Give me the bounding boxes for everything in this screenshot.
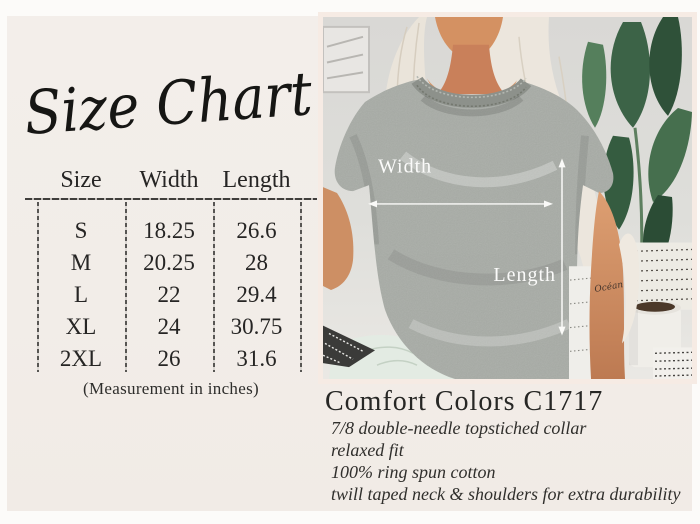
size-cell: S [74, 218, 88, 243]
table-row: L 22 29.4 [25, 279, 317, 311]
feature-item: relaxed fit [331, 440, 404, 460]
table-vline-width-length [213, 202, 215, 372]
measurement-annotations [368, 158, 566, 336]
left-arm [323, 187, 354, 290]
table-row: S 18.25 26.6 [25, 215, 317, 247]
size-cell: 2XL [59, 346, 103, 371]
white-pouf [569, 266, 592, 379]
blanket [322, 325, 375, 368]
tattoo-text: Océan [594, 279, 625, 295]
size-cell: L [73, 282, 89, 307]
page-title: Size Chart [11, 16, 327, 187]
title-text: Size Chart [22, 59, 315, 149]
length-cell: 29.4 [236, 282, 277, 307]
product-features: 7/8 double-needle topstiched collar rela… [331, 417, 696, 505]
table-header-row: Size Width Length [25, 165, 317, 195]
hair-wisp [619, 233, 640, 344]
feature-item: 100% ring spun cotton [331, 462, 496, 482]
col-header-width: Width [139, 167, 199, 193]
width-cell: 20.25 [143, 250, 195, 275]
length-cell: 28 [245, 250, 268, 275]
length-cell: 30.75 [230, 314, 283, 339]
table-vline-right [300, 202, 302, 372]
size-cell: XL [65, 314, 97, 339]
width-label: Width [378, 155, 432, 177]
width-cell: 26 [157, 346, 181, 371]
size-cell: M [70, 250, 92, 275]
product-photo: Océan Width Length [318, 12, 697, 384]
photo-illustration: Océan Width Length [322, 17, 693, 380]
feature-item: twill taped neck & shoulders for extra d… [331, 484, 681, 504]
width-cell: 18.25 [143, 218, 195, 243]
table-vline-left [37, 202, 39, 372]
width-cell: 22 [157, 282, 181, 307]
table-header-line [25, 198, 317, 200]
table-row: 2XL 26 31.6 [25, 343, 317, 375]
col-header-length: Length [222, 167, 291, 193]
length-cell: 26.6 [236, 218, 277, 243]
length-label: Length [493, 264, 556, 286]
size-table: Size Width Length S 18.25 26.6 M 20.25 2… [25, 165, 317, 415]
feature-item: 7/8 double-needle topstiched collar [331, 418, 587, 438]
woven-basket [629, 242, 693, 310]
title-svg: Size Chart [22, 59, 315, 149]
table-row: XL 24 30.75 [25, 311, 317, 343]
length-cell: 31.6 [236, 346, 277, 371]
measurement-note: (Measurement in inches) [83, 379, 259, 398]
width-cell: 24 [157, 314, 181, 339]
wall-frame [322, 25, 370, 94]
tshirt-collar [411, 75, 532, 117]
right-arm [589, 191, 625, 379]
table-row: M 20.25 28 [25, 247, 317, 279]
col-header-size: Size [60, 167, 102, 193]
table-vline-size-width [125, 202, 127, 372]
striped-fabric [653, 347, 693, 379]
product-name: Comfort Colors C1717 [325, 386, 604, 417]
